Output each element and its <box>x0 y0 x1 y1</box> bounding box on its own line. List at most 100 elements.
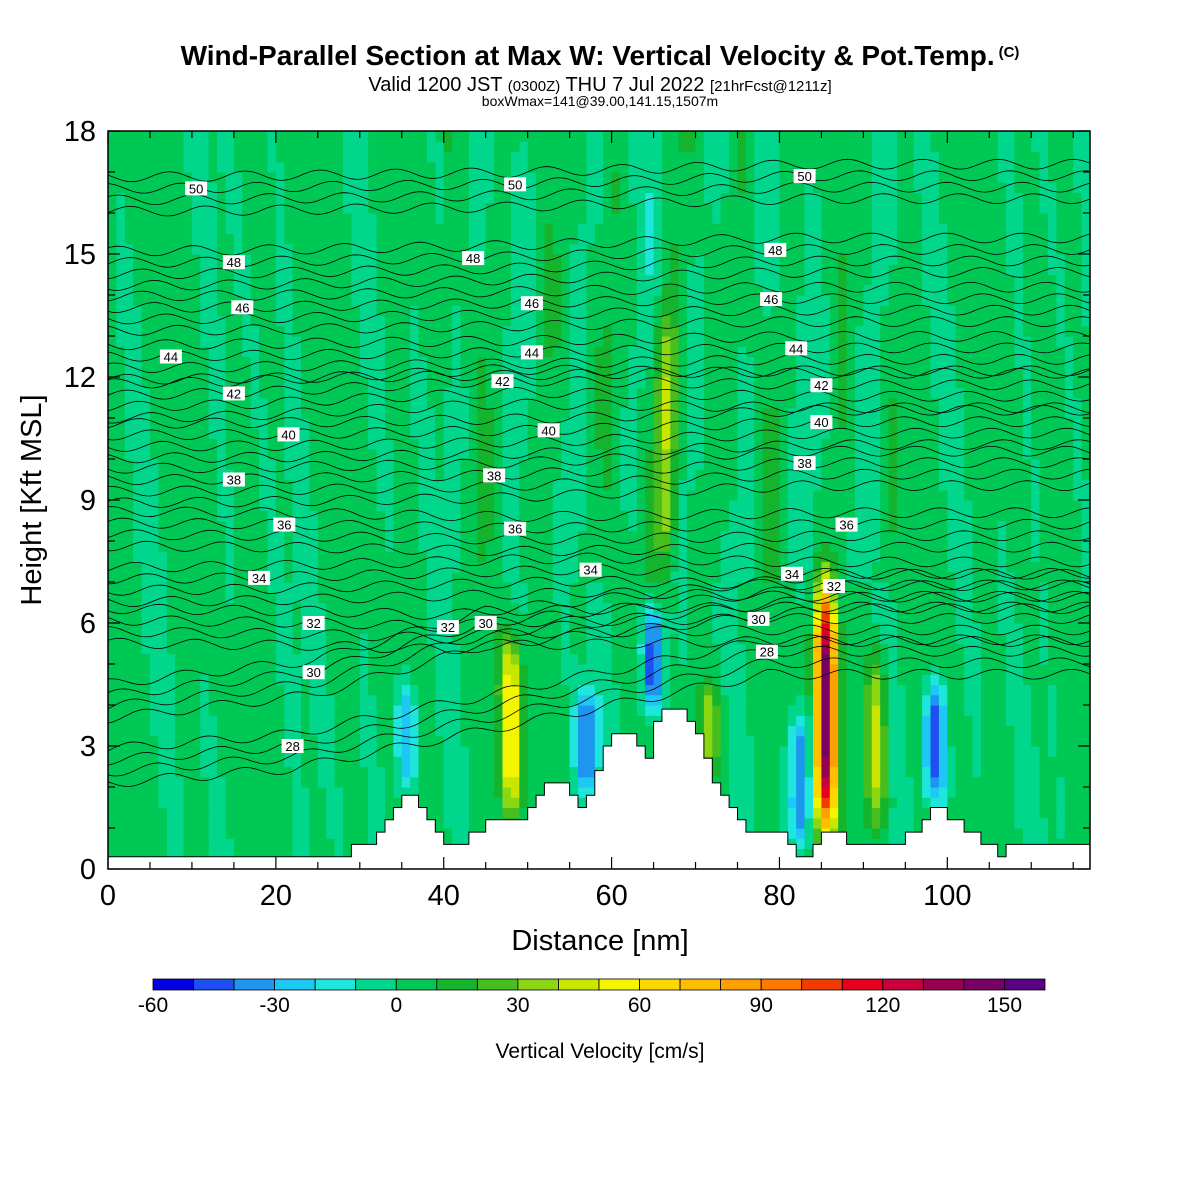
field-cell <box>653 643 663 655</box>
field-cell <box>670 192 680 204</box>
field-cell <box>401 643 411 655</box>
field-cell <box>200 561 210 573</box>
field-cell <box>426 807 436 819</box>
field-cell <box>368 489 378 501</box>
field-cell <box>578 664 587 675</box>
field-cell <box>351 664 361 675</box>
field-cell <box>485 530 495 542</box>
field-cell <box>468 756 478 768</box>
field-cell <box>468 776 478 788</box>
field-cell <box>250 848 260 860</box>
field-cell <box>183 602 193 614</box>
field-cell <box>636 172 646 183</box>
field-cell <box>150 756 159 768</box>
field-cell <box>561 510 571 522</box>
field-cell <box>510 305 520 317</box>
field-cell <box>141 807 151 819</box>
field-cell <box>561 633 571 645</box>
field-cell <box>301 787 310 798</box>
field-cell <box>259 243 269 255</box>
field-cell <box>334 489 344 501</box>
field-cell <box>385 264 394 276</box>
field-cell <box>527 161 537 173</box>
field-cell <box>150 571 159 583</box>
field-cell <box>435 684 445 696</box>
field-cell <box>410 561 420 573</box>
field-cell <box>628 397 638 409</box>
field-cell <box>678 541 688 552</box>
field-cell <box>267 469 277 481</box>
field-cell <box>536 725 546 737</box>
field-cell <box>326 807 336 819</box>
field-cell <box>620 602 629 614</box>
field-cell <box>645 469 655 481</box>
field-cell <box>594 397 604 409</box>
field-cell <box>242 633 252 645</box>
field-cell <box>485 356 495 368</box>
field-cell <box>443 664 453 675</box>
field-cell <box>678 151 688 163</box>
field-cell <box>225 213 235 224</box>
field-cell <box>267 479 277 491</box>
field-cell <box>527 602 537 614</box>
field-cell <box>426 202 436 214</box>
field-cell <box>527 479 537 491</box>
field-cell <box>578 756 587 768</box>
field-cell <box>586 756 596 768</box>
field-cell <box>242 264 252 276</box>
field-cell <box>191 223 201 235</box>
field-cell <box>519 131 529 142</box>
field-cell <box>443 828 453 839</box>
field-cell <box>460 766 470 778</box>
field-cell <box>133 182 143 194</box>
field-cell <box>359 479 369 491</box>
field-cell <box>594 233 604 245</box>
field-cell <box>477 684 487 696</box>
field-cell <box>267 817 277 829</box>
field-cell <box>334 551 344 563</box>
field-cell <box>309 315 319 327</box>
field-cell <box>233 787 243 798</box>
field-cell <box>460 602 470 614</box>
field-cell <box>208 202 218 214</box>
field-cell <box>309 838 319 850</box>
field-cell <box>326 366 336 378</box>
field-cell <box>267 346 277 358</box>
field-cell <box>645 141 655 153</box>
field-cell <box>334 233 344 245</box>
field-cell <box>116 243 126 255</box>
field-cell <box>586 315 596 327</box>
field-cell <box>158 295 168 306</box>
field-cell <box>477 438 487 450</box>
field-cell <box>628 182 638 194</box>
field-cell <box>477 315 487 327</box>
field-cell <box>150 633 159 645</box>
field-cell <box>250 479 260 491</box>
field-cell <box>552 387 562 399</box>
field-cell <box>527 448 537 460</box>
field-cell <box>141 787 151 798</box>
field-cell <box>603 428 613 440</box>
field-cell <box>578 500 587 511</box>
field-cell <box>309 807 319 819</box>
field-cell <box>217 192 227 204</box>
field-cell <box>150 131 159 142</box>
field-cell <box>200 336 210 347</box>
field-cell <box>208 264 218 276</box>
field-cell <box>191 848 201 860</box>
field-cell <box>544 356 554 368</box>
field-cell <box>519 325 529 337</box>
field-cell <box>326 643 336 655</box>
field-cell <box>368 284 378 296</box>
field-cell <box>468 520 478 532</box>
field-cell <box>561 551 571 563</box>
field-cell <box>376 397 386 409</box>
field-cell <box>275 346 285 358</box>
field-cell <box>376 315 386 327</box>
field-cell <box>359 541 369 552</box>
field-cell <box>628 674 638 686</box>
field-cell <box>636 254 646 265</box>
field-cell <box>259 674 269 686</box>
field-cell <box>611 643 621 655</box>
field-cell <box>242 151 252 163</box>
